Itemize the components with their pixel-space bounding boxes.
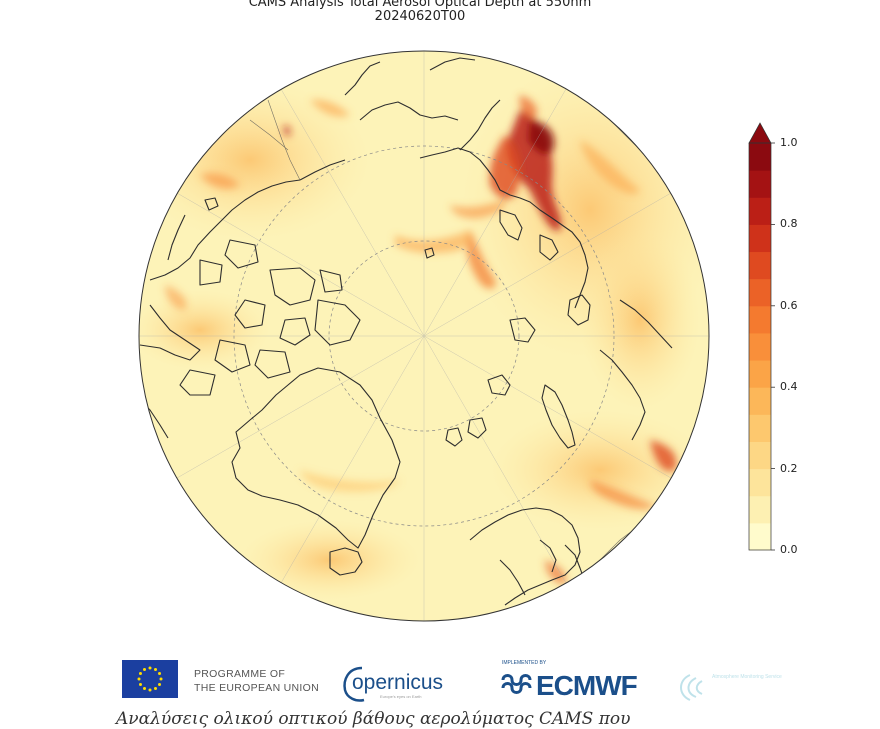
copernicus-tagline: Europe's eyes on Earth	[380, 694, 422, 699]
coastlines	[139, 57, 673, 606]
caption-text: Αναλύσεις ολικού οπτικού βάθους αερολύμα…	[116, 709, 631, 729]
map-title: CAMS Analysis Total Aerosol Optical Dept…	[248, 0, 592, 10]
atmosphere-logo-icon	[680, 674, 703, 701]
colorbar-segment	[749, 332, 771, 361]
colorbar-segment	[749, 414, 771, 442]
colorbar-segment	[749, 522, 771, 551]
colorbar-segment	[749, 224, 771, 253]
eu-star-icon	[158, 683, 162, 686]
colorbar-segment	[749, 305, 771, 334]
colorbar-tick-label: 0.2	[780, 461, 798, 475]
colorbar-segment	[749, 170, 771, 198]
eu-star-icon	[143, 687, 146, 691]
colorbar-segment	[749, 251, 771, 280]
eu-star-icon	[143, 667, 146, 671]
eu-star-icon	[138, 683, 142, 686]
eu-star-icon	[148, 688, 152, 692]
eu-programme-text: PROGRAMME OF	[194, 668, 286, 680]
colorbar-frame	[748, 142, 772, 551]
colorbar-segment	[749, 495, 771, 524]
colorbar-segment	[749, 468, 771, 497]
ecmwf-implemented-by: IMPLEMENTED BY	[502, 660, 547, 666]
map-date: 20240620T00	[374, 9, 466, 24]
eu-flag-icon	[122, 660, 178, 698]
colorbar-segment	[749, 441, 771, 470]
colorbar-tick-label: 0.8	[780, 217, 798, 231]
colorbar-segment	[749, 143, 771, 171]
eu-star-icon	[137, 677, 141, 681]
map-boundary	[138, 50, 710, 622]
eu-star-icon	[154, 687, 157, 691]
atmosphere-monitoring-text: Atmosphere Monitoring Service	[712, 674, 782, 680]
colorbar-segment	[749, 360, 771, 388]
ecmwf-wordmark: ECMWF	[536, 670, 638, 701]
ecmwf-logo-icon	[501, 674, 532, 694]
copernicus-wordmark: opernicus	[352, 671, 444, 694]
colorbar	[748, 122, 775, 551]
meridians	[139, 51, 709, 621]
colorbar-tick-label: 1.0	[780, 136, 798, 149]
colorbar-segment	[749, 278, 771, 307]
eu-star-icon	[158, 672, 162, 675]
eu-star-icon	[138, 672, 142, 675]
eu-union-text: THE EUROPEAN UNION	[194, 682, 319, 694]
copernicus-logo-icon	[343, 666, 365, 702]
eu-star-icon	[159, 677, 163, 681]
colorbar-segment	[749, 387, 771, 415]
colorbar-tick-label: 0.4	[780, 380, 798, 394]
eu-star-icon	[154, 667, 157, 671]
eu-star-icon	[148, 666, 152, 670]
colorbar-tick-label: 0.6	[780, 298, 798, 312]
colorbar-tick-label: 0.0	[780, 543, 798, 556]
colorbar-segment	[749, 197, 771, 225]
